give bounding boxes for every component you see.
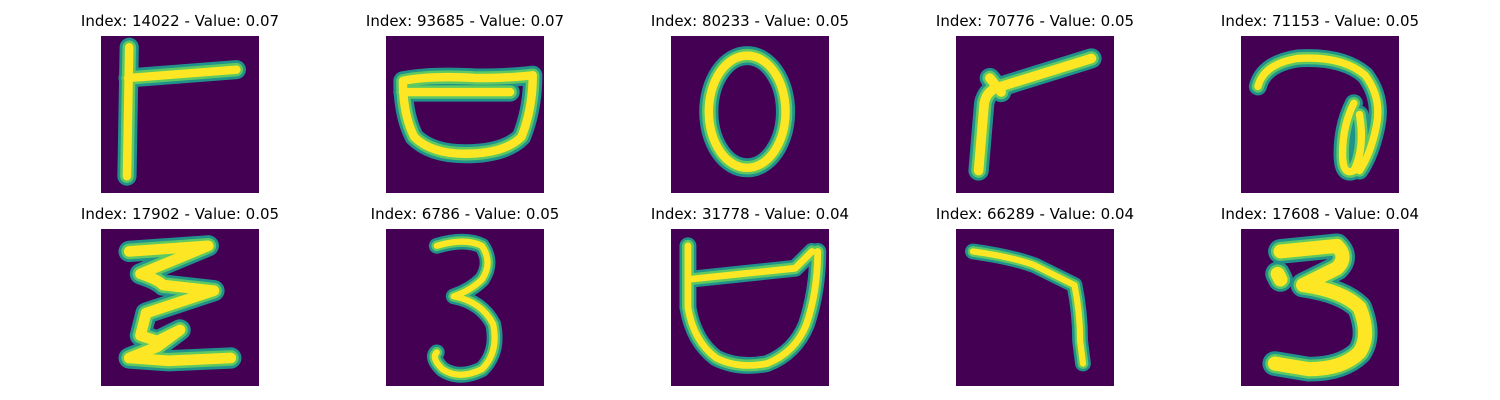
panel-7: Index: 31778 - Value: 0.04 [608, 205, 892, 385]
panel-title: Index: 70776 - Value: 0.05 [893, 12, 1177, 30]
panel-title: Index: 6786 - Value: 0.05 [323, 205, 607, 223]
panel-title: Index: 80233 - Value: 0.05 [608, 12, 892, 30]
panel-title: Index: 17608 - Value: 0.04 [1178, 205, 1462, 223]
digit-image [671, 36, 829, 193]
digit-image [101, 36, 259, 193]
panel-title: Index: 66289 - Value: 0.04 [893, 205, 1177, 223]
digit-image [671, 229, 829, 386]
digit-image [956, 229, 1114, 386]
digit-image [1241, 36, 1399, 193]
digit-image [101, 229, 259, 386]
panel-title: Index: 93685 - Value: 0.07 [323, 12, 607, 30]
panel-4: Index: 71153 - Value: 0.05 [1178, 12, 1462, 192]
digit-image [386, 36, 544, 193]
panel-title: Index: 14022 - Value: 0.07 [38, 12, 322, 30]
panel-2: Index: 80233 - Value: 0.05 [608, 12, 892, 192]
panel-1: Index: 93685 - Value: 0.07 [323, 12, 607, 192]
digit-image [956, 36, 1114, 193]
panel-5: Index: 17902 - Value: 0.05 [38, 205, 322, 385]
panel-title: Index: 71153 - Value: 0.05 [1178, 12, 1462, 30]
digit-image [386, 229, 544, 386]
panel-9: Index: 17608 - Value: 0.04 [1178, 205, 1462, 385]
panel-title: Index: 31778 - Value: 0.04 [608, 205, 892, 223]
panel-6: Index: 6786 - Value: 0.05 [323, 205, 607, 385]
panel-8: Index: 66289 - Value: 0.04 [893, 205, 1177, 385]
panel-3: Index: 70776 - Value: 0.05 [893, 12, 1177, 192]
panel-title: Index: 17902 - Value: 0.05 [38, 205, 322, 223]
digit-image [1241, 229, 1399, 386]
panel-0: Index: 14022 - Value: 0.07 [38, 12, 322, 192]
